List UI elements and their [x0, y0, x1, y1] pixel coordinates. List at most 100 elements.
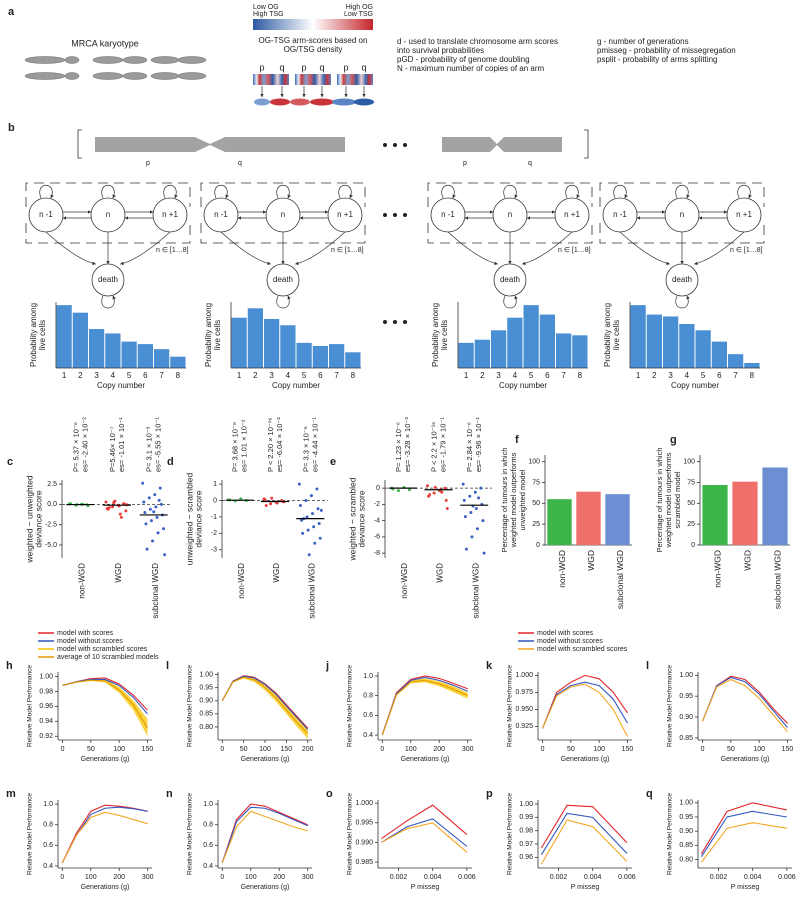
state-node — [91, 263, 125, 297]
data-point — [162, 527, 166, 531]
category-label: subclonal WGD — [615, 550, 625, 609]
line — [381, 818, 468, 847]
line — [540, 804, 628, 849]
data-point — [318, 536, 322, 540]
arm-label: q — [528, 160, 532, 167]
line — [381, 804, 468, 839]
y-axis-label: weighted − unweighted — [24, 475, 34, 563]
x-tick-label: 5 — [529, 371, 534, 380]
data-point — [153, 493, 157, 497]
data-point — [468, 494, 472, 498]
state-node — [493, 263, 527, 297]
x-tick-label: 50 — [240, 746, 248, 753]
state-diagram: n -1 n n +1 death n ∈ [1…8] — [25, 182, 191, 309]
legend-label: model with scores — [537, 630, 594, 637]
x-tick-label: 3 — [94, 371, 99, 380]
y-axis-label: deviance score — [33, 490, 43, 547]
state-label: n -1 — [214, 210, 228, 219]
data-point — [158, 486, 162, 490]
y-tick-label: 0.85 — [679, 842, 693, 849]
line — [221, 803, 308, 864]
y-tick-label: 0.950 — [515, 706, 533, 713]
bar — [679, 324, 695, 368]
x-tick-label: 0.002 — [710, 874, 728, 881]
data-point — [147, 496, 151, 500]
x-tick-label: 0 — [220, 746, 224, 753]
bracket — [77, 129, 589, 159]
x-tick-label: 8 — [578, 371, 583, 380]
x-tick-label: 200 — [113, 874, 125, 881]
y-tick-label: 0.6 — [363, 712, 373, 719]
y-tick-label: 0.925 — [515, 723, 533, 730]
line — [221, 675, 309, 730]
x-tick-label: 1 — [237, 371, 242, 380]
category-label: non-WGD — [237, 563, 246, 599]
effect-size: es= -2.40 × 10⁻² — [80, 417, 89, 472]
category-label: non-WGD — [712, 550, 722, 588]
x-axis-label: Generations (g) — [81, 884, 130, 891]
bar — [695, 330, 711, 368]
scale-label: High TSG — [253, 11, 284, 18]
y-axis-label: Relative Model Performance — [507, 665, 514, 747]
state-range: n ∈ [1…8] — [558, 247, 591, 254]
bar — [646, 314, 662, 368]
x-tick-label: 8 — [351, 371, 356, 380]
y-tick-label: 100 — [528, 459, 540, 466]
parameter: N - maximum number of copies of an arm — [397, 64, 544, 73]
y-axis-label: Relative Model Performance — [667, 793, 674, 875]
x-tick-label: 8 — [176, 371, 181, 380]
data-point — [155, 515, 159, 519]
y-tick-label: 0.80 — [679, 856, 693, 863]
x-tick-label: 5 — [701, 371, 706, 380]
x-tick-label: 0.006 — [458, 874, 476, 881]
data-point — [473, 490, 477, 494]
data-point — [319, 508, 323, 512]
y-axis-label: Relative Model Performance — [187, 793, 194, 875]
bar — [732, 481, 758, 545]
x-tick-label: 0.004 — [424, 874, 442, 881]
x-axis-label: P misseg — [571, 884, 600, 891]
data-point — [443, 486, 447, 490]
panel-label: a — [8, 6, 15, 18]
y-tick-label: 50 — [687, 500, 695, 507]
panel-label: h — [6, 660, 13, 672]
y-tick-label: 0.6 — [43, 842, 53, 849]
bar — [137, 344, 153, 368]
data-point — [440, 490, 444, 494]
ellipsis — [383, 143, 407, 324]
data-point — [118, 512, 122, 516]
data-point — [269, 502, 273, 506]
x-tick-label: 0.006 — [778, 874, 796, 881]
data-point — [141, 481, 145, 485]
p-value: P= 5.37 × 10⁻⁶ — [71, 422, 80, 472]
panel-label: m — [6, 788, 16, 800]
panel-label: e — [330, 456, 336, 468]
x-tick-label: 0 — [701, 746, 705, 753]
bar — [572, 335, 588, 368]
transition — [522, 231, 573, 266]
y-tick-label: 1.0 — [363, 673, 373, 680]
x-tick-label: 200 — [302, 746, 314, 753]
data-point — [124, 509, 128, 513]
self-loop — [503, 295, 518, 309]
y-tick-label: -8 — [374, 550, 380, 557]
bar — [105, 333, 121, 368]
data-point — [111, 505, 115, 509]
data-point — [426, 484, 429, 488]
data-point — [275, 501, 279, 505]
self-loop — [613, 184, 628, 199]
y-tick-label: 0.95 — [199, 685, 213, 692]
y-tick-label: 0.90 — [199, 698, 213, 705]
x-tick-label: 150 — [142, 746, 154, 753]
category-label: subclonal WGD — [471, 563, 480, 619]
data-point — [149, 519, 153, 523]
line — [542, 681, 628, 729]
data-point — [154, 505, 158, 509]
state-label: death — [672, 275, 692, 284]
band — [382, 678, 468, 736]
panel-label: b — [8, 122, 15, 134]
y-tick-label: 1.0 — [43, 801, 53, 808]
y-axis-label: unweighted model — [518, 469, 527, 530]
data-point — [481, 519, 485, 523]
